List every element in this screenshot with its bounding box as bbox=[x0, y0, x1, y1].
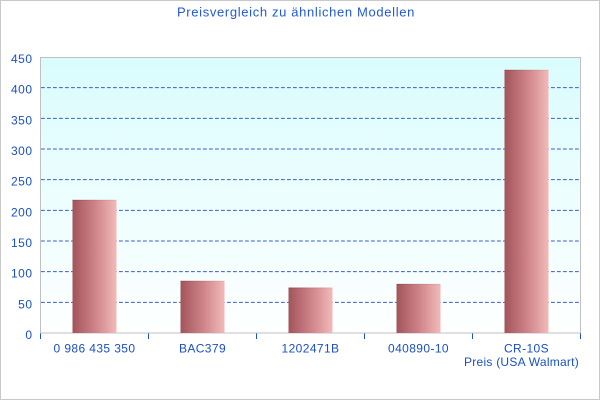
svg-text:350: 350 bbox=[11, 113, 33, 127]
svg-text:400: 400 bbox=[11, 83, 33, 97]
svg-text:BAC379: BAC379 bbox=[179, 341, 226, 355]
svg-text:0 986 435 350: 0 986 435 350 bbox=[54, 341, 136, 355]
svg-text:250: 250 bbox=[11, 175, 33, 189]
svg-text:040890-10: 040890-10 bbox=[388, 341, 449, 355]
svg-text:0: 0 bbox=[25, 328, 32, 342]
svg-text:300: 300 bbox=[11, 144, 33, 158]
svg-text:150: 150 bbox=[11, 236, 33, 250]
svg-text:450: 450 bbox=[11, 52, 33, 66]
svg-text:200: 200 bbox=[11, 205, 33, 219]
svg-text:Preis (USA Walmart): Preis (USA Walmart) bbox=[464, 355, 579, 369]
svg-text:50: 50 bbox=[18, 297, 32, 311]
svg-text:Preisvergleich zu ähnlichen Mo: Preisvergleich zu ähnlichen Modellen bbox=[177, 5, 415, 20]
svg-text:100: 100 bbox=[11, 267, 33, 281]
svg-text:1202471B: 1202471B bbox=[282, 341, 340, 355]
svg-text:CR-10S: CR-10S bbox=[504, 341, 549, 355]
